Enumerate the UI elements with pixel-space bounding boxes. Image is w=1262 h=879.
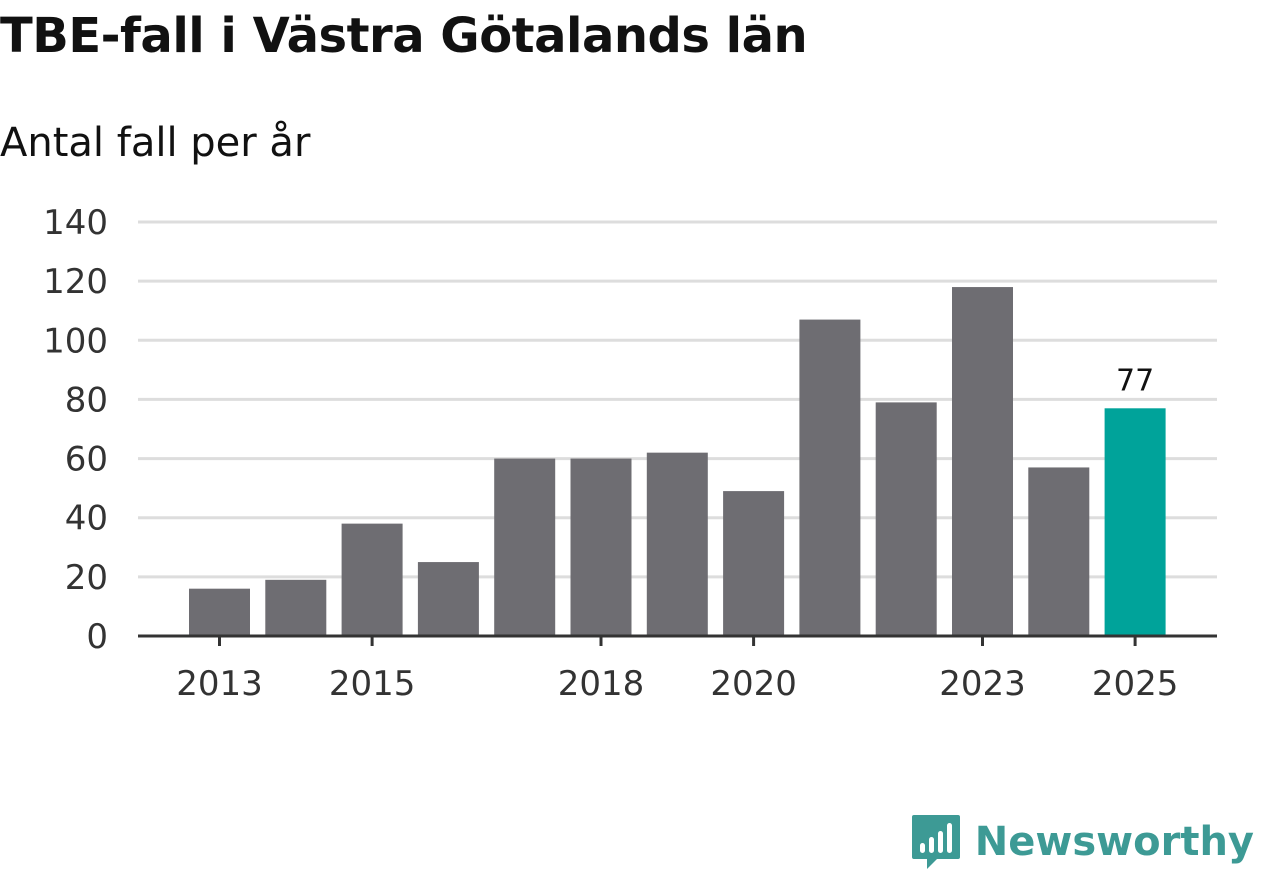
y-tick-label: 120 [43, 262, 108, 302]
bar-2022 [875, 402, 937, 636]
bar-2014 [265, 579, 327, 636]
bar-2024 [1028, 467, 1090, 636]
y-tick-label: 80 [65, 380, 108, 420]
bar-2023 [952, 287, 1013, 636]
bar-2016 [417, 562, 479, 636]
y-tick-label: 140 [43, 203, 108, 243]
bar-2019 [646, 452, 708, 636]
x-tick-label: 2025 [1092, 664, 1179, 704]
y-tick-label: 0 [86, 617, 108, 657]
y-tick-label: 60 [65, 440, 108, 480]
bar-2013 [189, 588, 250, 636]
bar-2017 [494, 458, 556, 636]
x-tick-label: 2018 [558, 664, 645, 704]
x-tick-label: 2013 [176, 664, 263, 704]
chart-subtitle: Antal fall per år [0, 120, 311, 166]
brand-name: Newsworthy [974, 819, 1254, 865]
chart-title: TBE-fall i Västra Götalands län [0, 8, 808, 64]
brand-logo: Newsworthy [911, 813, 1254, 871]
bar-2015 [341, 523, 403, 636]
bar-2025 [1104, 408, 1166, 636]
bar-2018 [570, 458, 632, 636]
x-tick-label: 2020 [710, 664, 797, 704]
y-tick-label: 40 [65, 499, 108, 539]
bar-2020 [723, 491, 785, 636]
bar-2021 [799, 319, 861, 636]
x-tick-label: 2015 [329, 664, 416, 704]
y-tick-label: 20 [65, 558, 108, 598]
y-tick-label: 100 [43, 321, 108, 361]
data-label-2025: 77 [1116, 363, 1154, 398]
newsworthy-logo-icon [911, 815, 960, 869]
x-tick-label: 2023 [939, 664, 1026, 704]
